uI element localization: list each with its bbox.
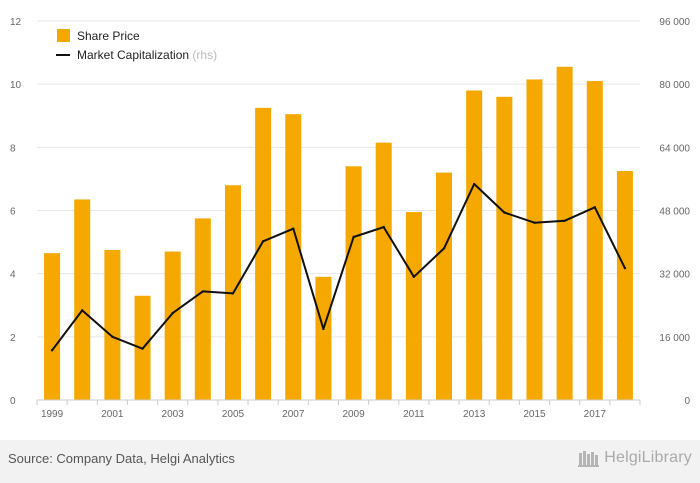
legend-share-price-swatch xyxy=(57,29,70,42)
legend-rhs-suffix: (rhs) xyxy=(192,48,217,62)
line-point-2000 xyxy=(81,309,84,312)
line-point-2010 xyxy=(382,225,385,229)
line-point-2005 xyxy=(231,292,235,295)
brand-name: HelgiLibrary xyxy=(604,449,692,466)
bar-2009 xyxy=(345,166,362,400)
y-axis-right: 0 16 000 32 000 48 000 64 000 80 000 96 000 xyxy=(659,17,690,407)
y-right-tick-label: 96 000 xyxy=(659,17,690,28)
bar-2001 xyxy=(104,249,121,400)
line-point-2015 xyxy=(533,221,536,224)
y-left-tick-label: 12 xyxy=(10,17,22,28)
line-point-2011 xyxy=(412,275,416,279)
line-point-2006 xyxy=(261,240,265,243)
line-point-1999 xyxy=(50,349,54,352)
y-right-tick-label: 64 000 xyxy=(659,143,690,154)
line-point-2013 xyxy=(472,182,476,186)
brand-logo[interactable]: HelgiLibrary xyxy=(578,449,692,467)
x-tick-label: 1999 xyxy=(41,409,64,420)
x-tick-label: 2017 xyxy=(584,409,607,420)
bar-2016 xyxy=(556,66,573,400)
y-left-tick-label: 10 xyxy=(10,80,22,91)
legend-market-cap-name: Market Capitalization xyxy=(77,48,189,62)
x-tick-label: 2009 xyxy=(342,409,365,420)
line-point-2014 xyxy=(503,211,506,214)
bar-2015 xyxy=(526,79,543,400)
footer: Source: Company Data, Helgi Analytics He… xyxy=(0,440,700,483)
bar-2017 xyxy=(586,81,603,400)
chart: 0 2 4 6 8 10 12 0 16 000 32 000 48 000 64 000 80 00… xyxy=(10,17,690,420)
bar-2012 xyxy=(436,172,453,400)
bar-2003 xyxy=(164,251,181,400)
bar-2013 xyxy=(466,90,483,400)
line-point-2016 xyxy=(563,219,566,222)
y-right-tick-label: 16 000 xyxy=(659,333,690,344)
library-icon xyxy=(578,451,600,467)
market-cap-line xyxy=(50,182,627,352)
bar-2011 xyxy=(405,212,422,400)
bar-2004 xyxy=(194,218,211,400)
y-right-tick-label: 48 000 xyxy=(659,207,690,218)
x-tick-label: 2003 xyxy=(162,409,185,420)
bar-2006 xyxy=(255,107,272,401)
y-left-tick-label: 8 xyxy=(10,143,16,154)
bar-2007 xyxy=(285,114,302,400)
line-point-2017 xyxy=(593,206,596,209)
bar-2000 xyxy=(74,199,91,400)
y-axis-left: 0 2 4 6 8 10 12 xyxy=(10,17,22,407)
x-tick-label: 2015 xyxy=(523,409,546,420)
bar-2010 xyxy=(375,142,392,401)
market-cap-polyline xyxy=(51,183,626,351)
x-tick-label: 2007 xyxy=(282,409,305,420)
x-tick-label: 2001 xyxy=(101,409,124,420)
x-tick-label: 2005 xyxy=(222,409,245,420)
line-point-2001 xyxy=(111,335,114,339)
legend-share-price-label: Share Price xyxy=(77,29,140,43)
y-right-tick-label: 32 000 xyxy=(659,270,690,281)
legend: Share Price Market Capitalization (rhs) xyxy=(56,29,217,62)
x-tick-label: 2013 xyxy=(463,409,486,420)
share-price-bars xyxy=(44,66,633,401)
legend-market-cap-label: Market Capitalization (rhs) xyxy=(77,48,217,62)
bar-1999 xyxy=(44,253,61,400)
y-right-tick-label: 80 000 xyxy=(659,80,690,91)
y-left-tick-label: 0 xyxy=(10,396,16,407)
line-point-2002 xyxy=(141,347,144,350)
y-left-tick-label: 2 xyxy=(10,333,16,344)
y-right-tick-label: 0 xyxy=(684,396,690,407)
line-point-2008 xyxy=(322,327,325,331)
line-point-2007 xyxy=(292,227,295,230)
x-tick-label: 2011 xyxy=(403,409,425,420)
bar-2018 xyxy=(616,171,633,400)
bar-2008 xyxy=(315,276,332,400)
line-point-2012 xyxy=(442,247,446,250)
y-left-tick-label: 4 xyxy=(10,270,16,281)
line-point-2009 xyxy=(352,235,355,239)
line-point-2003 xyxy=(171,311,174,315)
line-point-2018 xyxy=(623,266,627,270)
source-text: Source: Company Data, Helgi Analytics xyxy=(8,451,235,466)
y-left-tick-label: 6 xyxy=(10,207,16,218)
x-axis: 1999 2001 2003 2005 2007 2009 2011 2013 2015 2017 xyxy=(36,399,641,420)
line-point-2004 xyxy=(201,290,205,293)
bar-2014 xyxy=(496,96,513,401)
